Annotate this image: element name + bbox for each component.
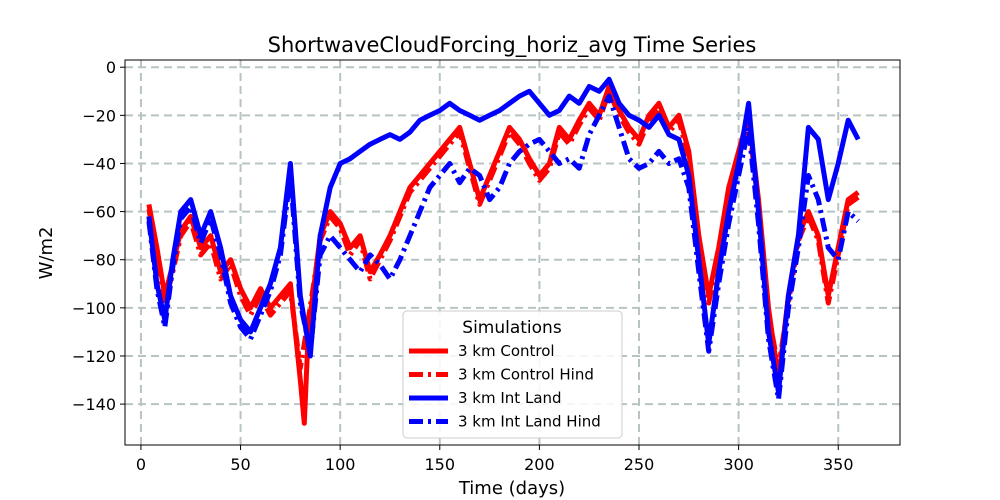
series-line-3-km-control-hind <box>146 88 860 371</box>
y-tick-label: −140 <box>72 395 116 414</box>
series-line-3-km-int-land-hind <box>146 93 860 402</box>
legend-label: 3 km Int Land Hind <box>458 413 601 431</box>
y-tick-label: −100 <box>72 299 116 318</box>
x-tick-label: 200 <box>524 455 555 474</box>
plot-frame <box>124 59 901 446</box>
x-tick-label: 0 <box>136 455 146 474</box>
y-tick-label: 0 <box>106 58 116 77</box>
legend-title: Simulations <box>462 318 562 338</box>
y-tick-label: −80 <box>82 251 116 270</box>
x-tick-label: 350 <box>823 455 854 474</box>
x-tick-label: 50 <box>230 455 250 474</box>
legend-label: 3 km Control Hind <box>458 366 594 384</box>
x-tick-label: 250 <box>624 455 655 474</box>
legend-label: 3 km Control <box>458 342 555 360</box>
x-tick-label: 300 <box>723 455 754 474</box>
chart-title: ShortwaveCloudForcing_horiz_avg Time Ser… <box>268 33 757 58</box>
x-tick-label: 150 <box>425 455 456 474</box>
legend: Simulations 3 km Control 3 km Control Hin… <box>402 310 623 439</box>
x-axis-label: Time (days) <box>458 478 565 499</box>
y-tick-label: −20 <box>82 106 116 125</box>
y-tick-label: −40 <box>82 154 116 173</box>
x-tick-label: 100 <box>325 455 356 474</box>
legend-box <box>402 310 623 439</box>
y-tick-label: −60 <box>82 203 116 222</box>
legend-label: 3 km Int Land <box>458 389 562 407</box>
y-tick-label: −120 <box>72 347 116 366</box>
y-axis-label: W/m2 <box>36 227 57 280</box>
